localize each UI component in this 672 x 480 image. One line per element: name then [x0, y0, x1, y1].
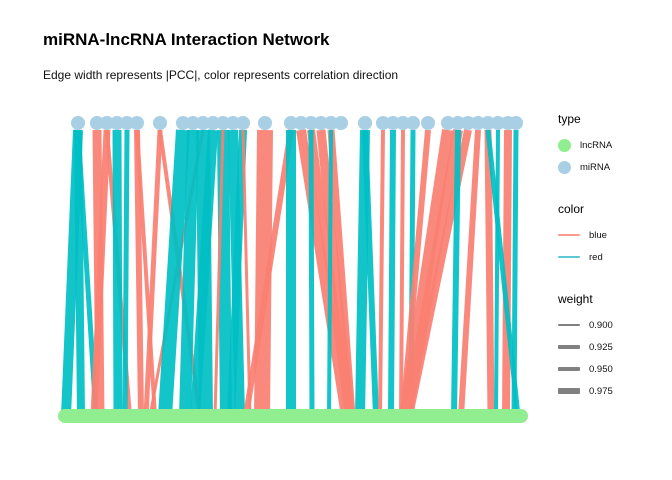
edge-salmon — [378, 129, 385, 417]
legend-item-weight-0900: 0.900 — [558, 314, 668, 336]
mirna-node — [421, 116, 435, 130]
legend-item-mirna: miRNA — [558, 156, 668, 178]
blue-line-swatch — [558, 234, 580, 236]
mirna-node — [334, 116, 348, 130]
lncrna-band — [58, 409, 528, 423]
mirna-node — [294, 116, 308, 130]
mirna-node — [284, 116, 298, 130]
mirna-node — [226, 116, 240, 130]
red-line-swatch — [558, 256, 580, 258]
edge-teal — [308, 129, 315, 417]
mirna-node — [100, 116, 114, 130]
chart-title: miRNA-lncRNA Interaction Network — [43, 30, 330, 49]
mirna-node — [153, 116, 167, 130]
mirna-node — [441, 116, 455, 130]
edge-salmon — [134, 129, 144, 417]
weight-line-swatch — [558, 345, 580, 349]
mirna-node — [110, 116, 124, 130]
edge-teal — [122, 129, 130, 417]
mirna-node — [376, 116, 390, 130]
network-plot — [58, 116, 528, 423]
mirna-node — [216, 116, 230, 130]
edge-teal — [217, 129, 232, 417]
edge-salmon — [213, 129, 225, 417]
edge-teal — [190, 129, 218, 417]
edge-teal — [485, 129, 521, 417]
mirna-node — [461, 116, 475, 130]
edge-salmon — [241, 129, 252, 417]
mirna-node — [186, 116, 200, 130]
legend-item-label: 0.950 — [589, 363, 613, 375]
legend-item-label: 0.925 — [589, 341, 613, 353]
mirna-node — [481, 116, 495, 130]
lncrna-swatch — [558, 138, 571, 152]
mirna-node — [176, 116, 190, 130]
mirna-node — [491, 116, 505, 130]
edge-salmon — [90, 129, 111, 417]
edge-teal — [227, 129, 247, 417]
edge-teal — [112, 129, 123, 417]
mirna-node — [386, 116, 400, 130]
legend-item-label: lncRNA — [580, 139, 613, 151]
legend-item-blue: blue — [558, 224, 668, 246]
legend-item-label: miRNA — [580, 161, 611, 173]
edge-teal — [158, 129, 190, 417]
legend-section-type: type lncRNA miRNA — [558, 112, 668, 178]
mirna-node — [509, 116, 523, 130]
edge-salmon — [296, 129, 351, 417]
edge-salmon — [399, 129, 405, 417]
legend-item-red: red — [558, 246, 668, 268]
mirna-node — [130, 116, 144, 130]
mirna-node — [90, 116, 104, 130]
legend-item-weight-0925: 0.925 — [558, 336, 668, 358]
edge-salmon — [143, 129, 163, 417]
mirna-node — [406, 116, 420, 130]
legend-item-weight-0975: 0.975 — [558, 380, 668, 402]
mirna-node — [314, 116, 328, 130]
legend-color-title: color — [558, 202, 585, 216]
legend-section-color: color blue red — [558, 202, 668, 268]
weight-line-swatch — [558, 324, 580, 326]
edge-teal — [451, 129, 461, 417]
edge-salmon — [484, 129, 495, 417]
legend-item-lncrna: lncRNA — [558, 134, 668, 156]
chart-subtitle: Edge width represents |PCC|, color repre… — [43, 68, 399, 82]
mirna-swatch — [558, 160, 571, 174]
mirna-node — [196, 116, 210, 130]
mirna-node — [71, 116, 85, 130]
legend-item-label: 0.900 — [589, 319, 613, 331]
legend-item-label: red — [589, 251, 603, 263]
mirna-node — [206, 116, 220, 130]
mirna-node — [396, 116, 410, 130]
mirna-node — [120, 116, 134, 130]
edge-salmon — [327, 129, 356, 417]
mirna-node — [451, 116, 465, 130]
edge-teal — [327, 129, 333, 417]
mirna-node — [471, 116, 485, 130]
edge-teal — [388, 129, 396, 417]
legend: type lncRNA miRNA color blue red weight — [558, 112, 668, 426]
edge-teal — [179, 129, 199, 417]
legend-section-weight: weight 0.900 0.925 0.950 0.975 — [558, 292, 668, 402]
weight-line-swatch — [558, 366, 580, 372]
legend-item-weight-0950: 0.950 — [558, 358, 668, 380]
mirna-node — [304, 116, 318, 130]
edge-salmon — [502, 129, 512, 417]
edge-salmon — [135, 129, 157, 417]
legend-type-title: type — [558, 112, 581, 126]
edge-salmon — [458, 129, 481, 417]
edge-salmon — [254, 129, 273, 417]
mirna-node — [258, 116, 272, 130]
edge-salmon — [243, 129, 294, 417]
edge-teal — [494, 129, 500, 417]
mirna-node — [324, 116, 338, 130]
weight-line-swatch — [558, 388, 580, 394]
legend-item-label: blue — [589, 229, 607, 241]
mirna-node — [236, 116, 250, 130]
edge-teal — [362, 129, 379, 417]
legend-item-label: 0.975 — [589, 385, 613, 397]
mirna-node — [358, 116, 372, 130]
legend-weight-title: weight — [558, 292, 593, 306]
